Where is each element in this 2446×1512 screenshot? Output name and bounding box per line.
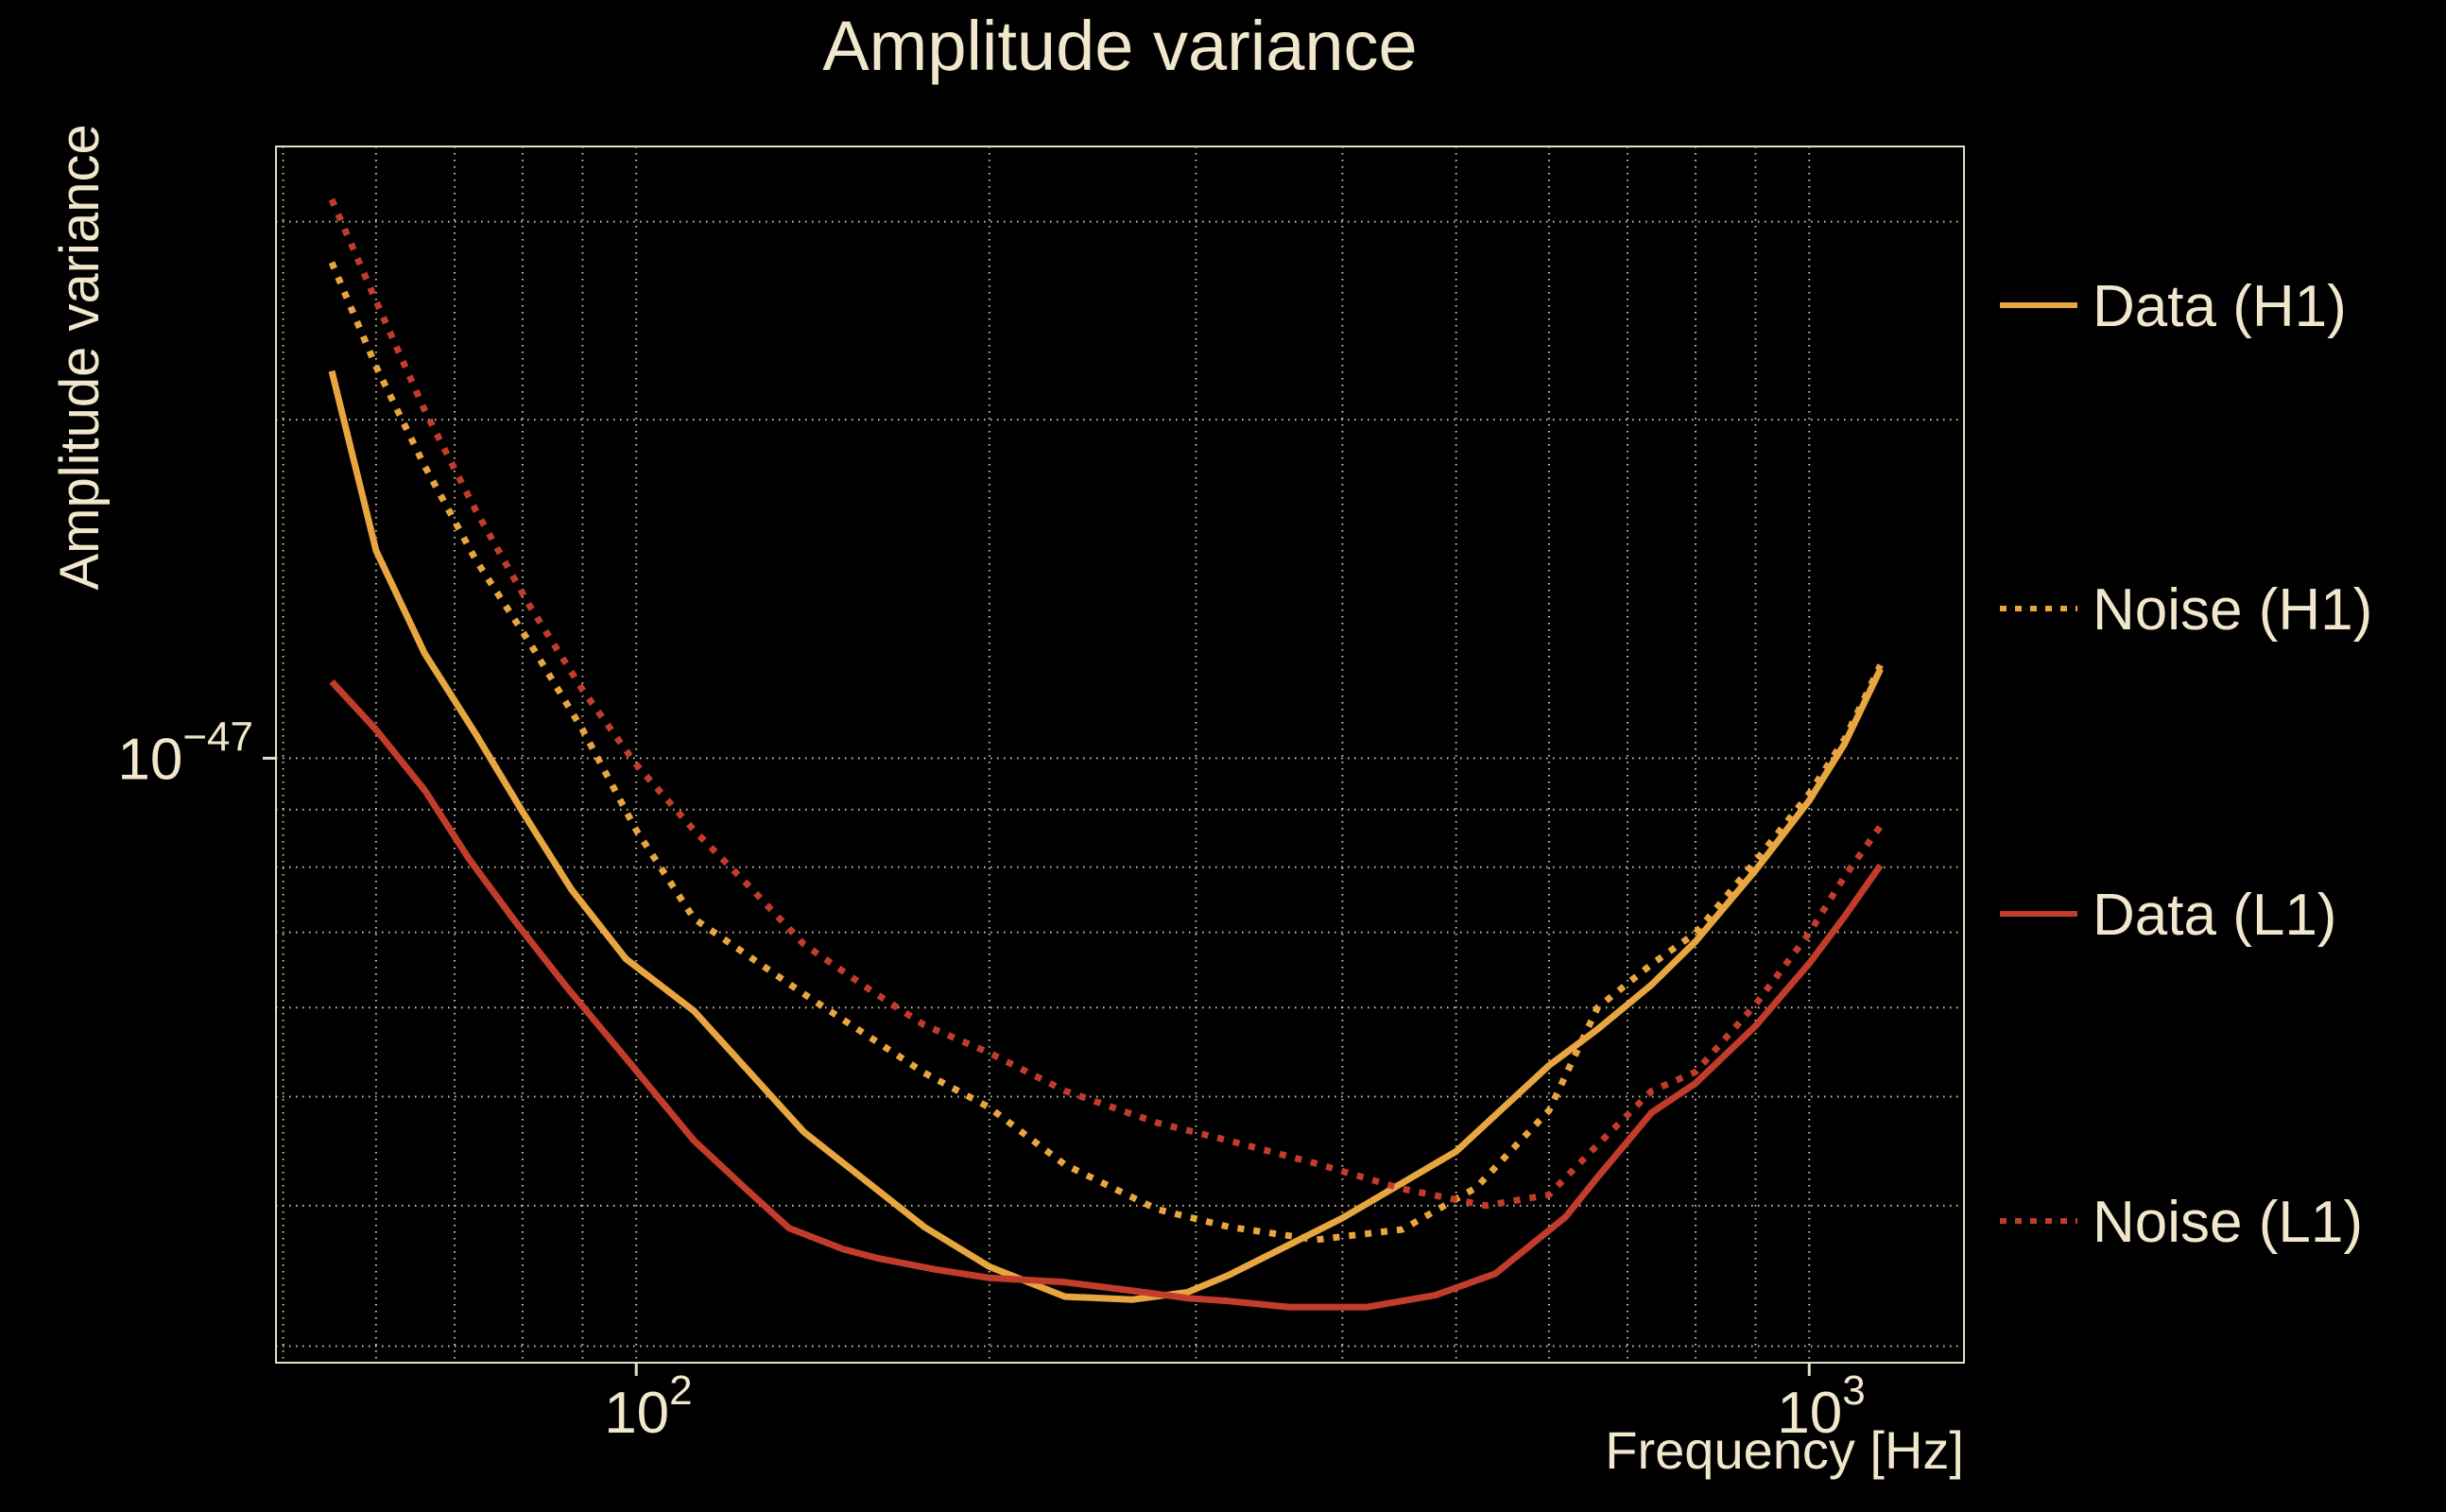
x-axis-label: Frequency [Hz] bbox=[1605, 1420, 1964, 1480]
legend-entry-noise-h1: Noise (H1) bbox=[2000, 577, 2372, 643]
legend-data-l1-label: Data (L1) bbox=[2093, 883, 2336, 948]
legend-noise-l1-label: Noise (L1) bbox=[2093, 1190, 2363, 1255]
tick-labels: 102 103 10−47 bbox=[117, 713, 1865, 1446]
x-tick-label: 103 bbox=[1777, 1367, 1865, 1446]
x-tick-label: 102 bbox=[604, 1367, 692, 1446]
y-axis-label: Amplitude variance bbox=[49, 124, 112, 591]
legend-entry-data-h1: Data (H1) bbox=[2000, 274, 2347, 339]
plot-frame bbox=[275, 146, 1965, 1364]
chart-title: Amplitude variance bbox=[822, 7, 1418, 85]
gridlines bbox=[276, 146, 1964, 1363]
y-tick-label: 10−47 bbox=[117, 713, 253, 792]
series-data-h1-line bbox=[328, 369, 1884, 1303]
series-data-l1-line bbox=[329, 679, 1884, 1311]
legend: Data (H1) Noise (H1) Data (L1) Noise (L1) bbox=[2000, 274, 2372, 1255]
legend-entry-data-l1: Data (L1) bbox=[2000, 883, 2336, 948]
legend-noise-h1-label: Noise (H1) bbox=[2093, 577, 2372, 643]
legend-entry-noise-l1: Noise (L1) bbox=[2000, 1190, 2363, 1255]
legend-data-h1-label: Data (H1) bbox=[2093, 274, 2347, 339]
tick-marks bbox=[263, 756, 1811, 1376]
series-noise-l1-line bbox=[328, 198, 1884, 1210]
